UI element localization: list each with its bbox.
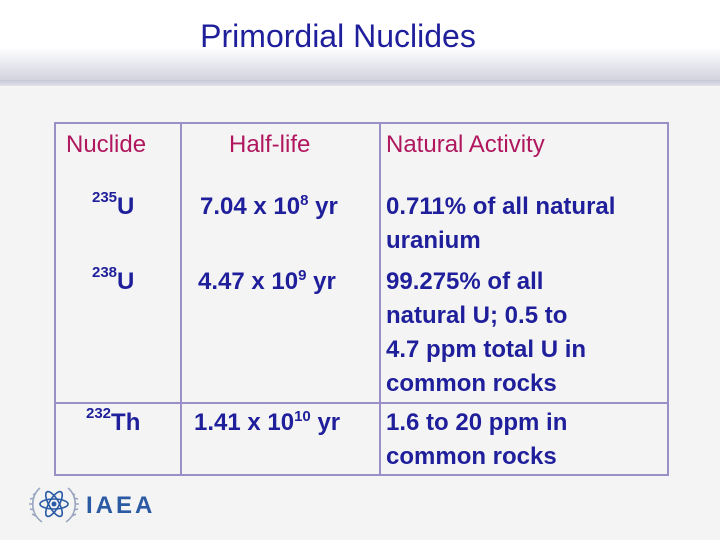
- iaea-emblem-icon: [29, 487, 79, 523]
- column-divider: [379, 124, 381, 474]
- header-natural-activity: Natural Activity: [386, 131, 545, 158]
- half-life-value: 1.41 x 1010 yr: [194, 408, 341, 436]
- activity-line: 4.7 ppm total U in: [386, 336, 587, 363]
- row-divider: [56, 402, 667, 404]
- activity-line: 99.275% of all: [386, 268, 544, 295]
- nuclide-table: Nuclide Half-life Natural Activity 235U …: [54, 122, 669, 476]
- header-nuclide: Nuclide: [66, 131, 147, 158]
- half-life-value: 7.04 x 108 yr: [200, 192, 338, 220]
- activity-line: common rocks: [386, 443, 557, 470]
- activity-line: common rocks: [386, 370, 557, 397]
- column-divider: [180, 124, 182, 474]
- nuclide-symbol: 232Th: [86, 405, 141, 436]
- activity-line: 1.6 to 20 ppm in: [386, 409, 568, 436]
- iaea-logo-text: IAEA: [86, 492, 156, 519]
- activity-line: natural U; 0.5 to: [386, 302, 568, 329]
- half-life-value: 4.47 x 109 yr: [198, 267, 336, 295]
- nuclide-symbol: 238U: [92, 264, 135, 295]
- nuclide-symbol: 235U: [92, 189, 135, 220]
- title-band: [0, 0, 720, 86]
- slide-title: Primordial Nuclides: [200, 18, 476, 54]
- activity-line: 0.711% of all natural: [386, 193, 616, 220]
- header-half-life: Half-life: [229, 131, 311, 158]
- activity-line: uranium: [386, 227, 481, 254]
